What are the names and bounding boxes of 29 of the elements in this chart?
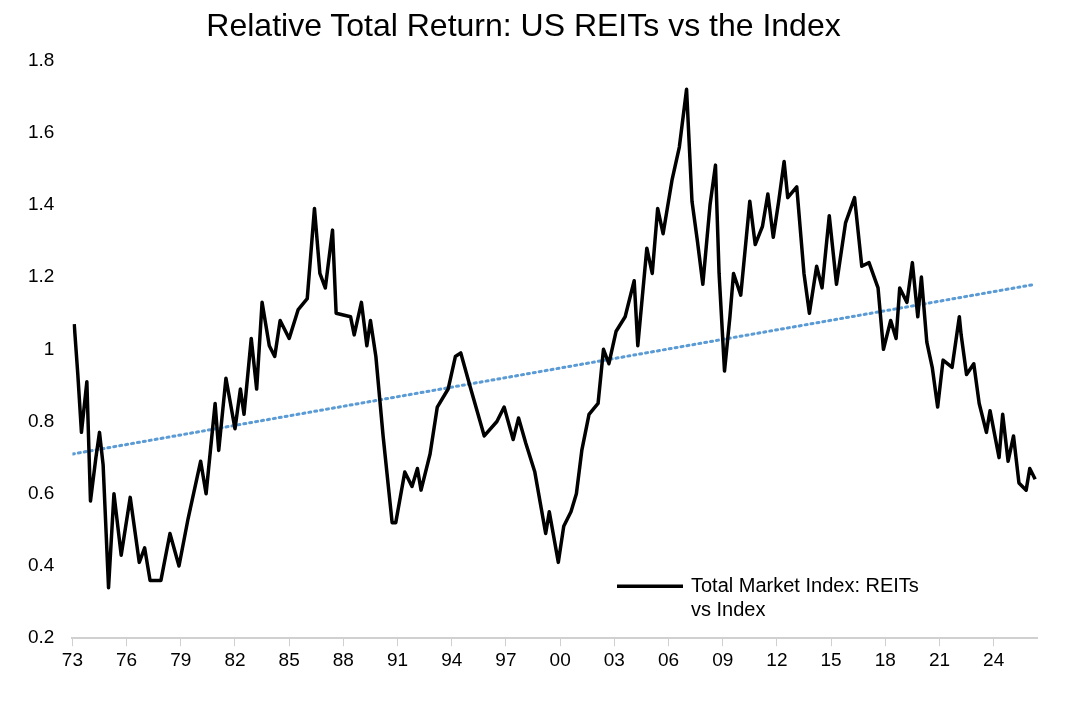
- chart-title: Relative Total Return: US REITs vs the Index: [206, 7, 841, 44]
- x-tick-label: 06: [657, 648, 680, 670]
- x-tick-label: 88: [332, 648, 354, 670]
- x-tick-label: 73: [61, 648, 83, 670]
- x-tick-label: 09: [712, 648, 734, 670]
- x-tick-label: 91: [386, 648, 409, 670]
- y-tick-label: 1.4: [27, 193, 55, 215]
- x-tick-label: 03: [603, 648, 625, 670]
- x-tick-label: 12: [766, 648, 788, 670]
- x-tick-label: 79: [170, 648, 192, 670]
- y-tick-label: 0.4: [27, 554, 55, 576]
- x-tick-label: 85: [278, 648, 300, 670]
- x-tick-label: 18: [874, 648, 896, 670]
- y-tick-label: 1: [43, 337, 55, 359]
- x-tick-label: 15: [820, 648, 842, 670]
- y-tick-label: 1.2: [27, 265, 55, 287]
- y-tick-label: 0.6: [27, 481, 55, 503]
- x-tick-label: 97: [495, 648, 517, 670]
- x-tick-label: 76: [116, 648, 138, 670]
- x-tick-label: 94: [441, 648, 463, 670]
- x-tick-label: 00: [549, 648, 571, 670]
- y-tick-label: 0.2: [27, 626, 55, 648]
- x-tick-label: 24: [983, 648, 1005, 670]
- y-tick-label: 1.8: [27, 48, 55, 70]
- y-tick-label: 0.8: [27, 409, 55, 431]
- x-tick-label: 82: [224, 648, 246, 670]
- y-tick-label: 1.6: [27, 120, 55, 142]
- x-tick-label: 21: [928, 648, 951, 670]
- legend-label: Total Market Index: REITs vs Index: [691, 573, 919, 620]
